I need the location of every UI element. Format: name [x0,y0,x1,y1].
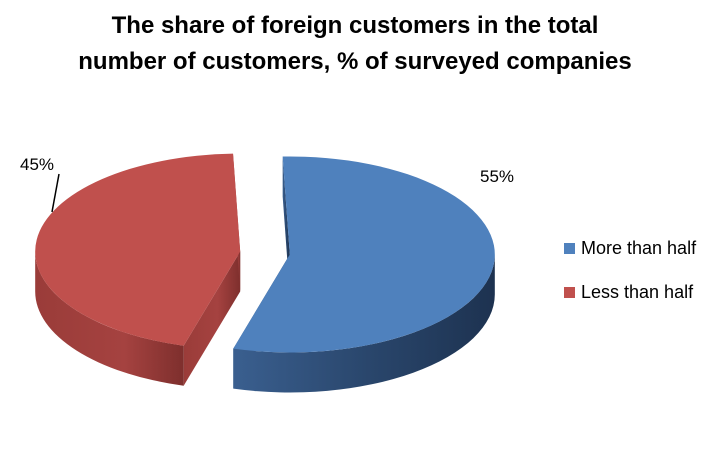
data-label-55pct: 55% [480,167,514,186]
leader-line [51,173,60,213]
chart-title: The share of foreign customers in the to… [40,8,670,80]
legend-item-more-than-half: More than half [564,236,696,260]
legend-swatch-blue [564,242,575,254]
legend-item-less-than-half: Less than half [564,280,696,304]
legend-swatch-red [564,286,575,298]
chart-title-line-1: The share of foreign customers in the to… [111,12,599,39]
legend: More than half Less than half [564,236,696,324]
chart-title-line-2: number of customers, % of surveyed compa… [78,48,632,75]
pie-slice-cut-face [183,251,241,386]
legend-label: More than half [581,237,697,258]
pie-slice-more-than-half [233,156,495,353]
pie-slice-less-than-half [35,153,241,346]
legend-label: Less than half [581,281,694,302]
data-label-45pct: 45% [20,155,54,174]
pie-slice-side [35,251,184,386]
pie-slice-side [233,254,495,393]
